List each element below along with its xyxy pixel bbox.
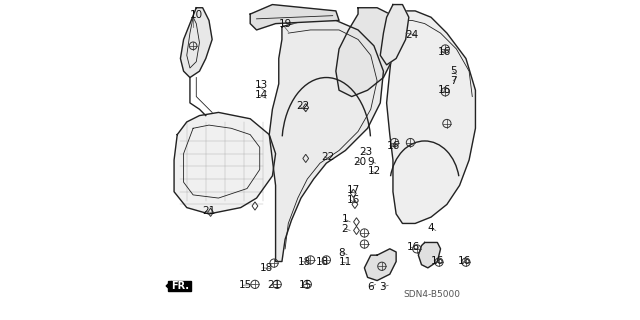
Text: 23: 23 — [360, 147, 373, 157]
Text: 9: 9 — [367, 156, 374, 167]
Polygon shape — [336, 8, 396, 97]
Text: 16: 16 — [431, 256, 444, 266]
Text: 6: 6 — [367, 282, 374, 292]
Text: 11: 11 — [339, 257, 351, 267]
Text: 7: 7 — [450, 76, 457, 86]
Text: 3: 3 — [380, 282, 387, 292]
Text: 15: 15 — [239, 280, 252, 290]
Text: 4: 4 — [428, 223, 435, 233]
Text: 18: 18 — [260, 263, 273, 273]
Polygon shape — [166, 281, 172, 291]
Text: 17: 17 — [347, 185, 360, 195]
Text: 19: 19 — [279, 19, 292, 28]
Text: 16: 16 — [437, 47, 451, 57]
Text: 16: 16 — [458, 256, 471, 266]
Text: 22: 22 — [296, 101, 310, 111]
Text: 15: 15 — [299, 280, 312, 290]
Text: 16: 16 — [387, 141, 400, 151]
Polygon shape — [250, 4, 339, 30]
Polygon shape — [364, 249, 396, 281]
Text: 8: 8 — [339, 248, 345, 258]
Text: 21: 21 — [267, 280, 280, 290]
Text: 22: 22 — [321, 152, 335, 162]
Text: 13: 13 — [255, 80, 268, 91]
Text: 16: 16 — [347, 195, 360, 205]
Text: 12: 12 — [367, 166, 381, 176]
Polygon shape — [168, 281, 191, 291]
Text: 14: 14 — [255, 90, 268, 100]
Polygon shape — [380, 4, 409, 65]
Text: 10: 10 — [190, 10, 203, 20]
Polygon shape — [387, 11, 476, 223]
Polygon shape — [174, 112, 276, 214]
Text: 16: 16 — [407, 242, 420, 252]
Text: 18: 18 — [316, 257, 330, 267]
Text: 2: 2 — [342, 224, 348, 234]
Text: FR.: FR. — [172, 281, 189, 291]
Text: 5: 5 — [450, 66, 457, 76]
Text: 1: 1 — [342, 214, 348, 224]
Text: 20: 20 — [353, 156, 367, 167]
Text: SDN4-B5000: SDN4-B5000 — [403, 290, 460, 299]
Polygon shape — [419, 243, 440, 268]
Text: 18: 18 — [298, 257, 311, 267]
Text: 24: 24 — [405, 30, 419, 40]
Text: 16: 16 — [437, 85, 451, 95]
Polygon shape — [269, 20, 383, 261]
Polygon shape — [180, 8, 212, 77]
Text: 21: 21 — [202, 206, 215, 216]
